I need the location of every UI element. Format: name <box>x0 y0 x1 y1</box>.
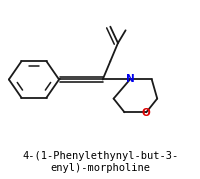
Text: O: O <box>141 108 150 118</box>
Text: 4-(1-Phenylethynyl-but-3-
enyl)-morpholine: 4-(1-Phenylethynyl-but-3- enyl)-morpholi… <box>22 151 178 173</box>
Text: N: N <box>125 74 134 84</box>
